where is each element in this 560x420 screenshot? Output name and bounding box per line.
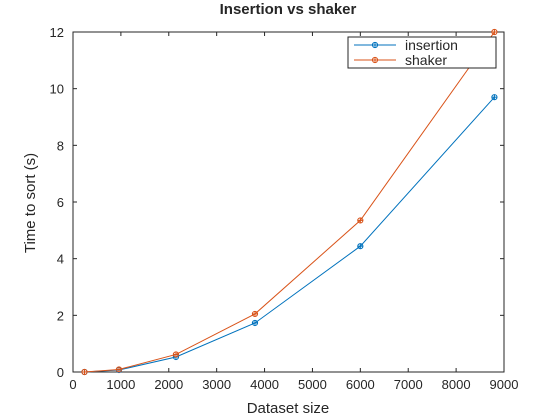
y-tick-label: 0 [57,365,64,380]
y-axis-label: Time to sort (s) [22,153,39,253]
data-point-shaker [172,351,180,358]
x-tick-label: 9000 [490,377,519,392]
x-axis-label: Dataset size [247,400,330,417]
chart-title: Insertion vs shaker [220,1,357,18]
plot-area: 0 1000 2000 3000 4000 5000 6000 7000 8000 9000 0 2 4… [50,25,519,392]
x-tick-label: 1000 [106,377,135,392]
y-tick-label: 10 [50,82,64,97]
data-point-shaker [81,368,88,376]
x-tick-label: 3000 [202,377,231,392]
y-tick-label: 6 [57,195,64,210]
y-tick-label: 2 [57,308,64,323]
data-point-shaker [357,217,364,224]
x-tick-label: 7000 [394,377,423,392]
legend-label-shaker: shaker [405,52,447,68]
x-tick-label: 6000 [346,377,375,392]
y-tick-label: 8 [57,138,64,153]
axes-box [72,31,505,373]
data-point-shaker [251,310,259,318]
data-point-insertion [357,243,364,250]
legend-marker-shaker [371,56,379,64]
y-tick-label: 4 [57,252,64,267]
data-point-insertion [491,94,498,101]
x-tick-label: 5000 [298,377,327,392]
x-tick-label: 0 [69,377,76,392]
series-line-shaker [84,31,495,373]
legend-label-insertion: insertion [405,37,458,53]
y-tick-label: 12 [50,25,64,40]
legend-marker-insertion [371,41,379,49]
x-tick-label: 2000 [154,377,183,392]
x-tick-label: 8000 [442,377,471,392]
data-point-insertion [251,319,259,327]
data-point-shaker [115,366,123,373]
data-point-shaker [491,28,498,36]
legend-box [347,36,497,69]
x-tick-label: 4000 [250,377,279,392]
